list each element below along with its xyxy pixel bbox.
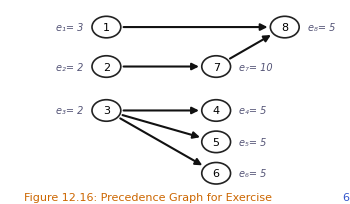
Ellipse shape bbox=[202, 100, 231, 122]
Text: 8: 8 bbox=[281, 23, 288, 33]
Ellipse shape bbox=[202, 163, 231, 184]
Text: e₂= 2: e₂= 2 bbox=[56, 62, 83, 72]
Text: e₅= 5: e₅= 5 bbox=[239, 137, 266, 147]
Text: Figure 12.16: Precedence Graph for Exercise: Figure 12.16: Precedence Graph for Exerc… bbox=[24, 192, 275, 202]
Text: 4: 4 bbox=[212, 106, 220, 116]
Ellipse shape bbox=[270, 17, 299, 39]
Text: 6: 6 bbox=[213, 169, 220, 178]
Text: e₆= 5: e₆= 5 bbox=[239, 169, 266, 178]
Text: e₇= 10: e₇= 10 bbox=[239, 62, 273, 72]
Text: e₁= 3: e₁= 3 bbox=[56, 23, 83, 33]
Ellipse shape bbox=[92, 17, 121, 39]
Text: 1: 1 bbox=[103, 23, 110, 33]
Text: e₃= 2: e₃= 2 bbox=[56, 106, 83, 116]
Text: 3: 3 bbox=[103, 106, 110, 116]
Ellipse shape bbox=[92, 100, 121, 122]
Text: e₄= 5: e₄= 5 bbox=[239, 106, 266, 116]
Ellipse shape bbox=[92, 57, 121, 78]
Text: 5: 5 bbox=[213, 137, 220, 147]
Text: 6.: 6. bbox=[342, 192, 350, 202]
Text: 7: 7 bbox=[212, 62, 220, 72]
Text: 2: 2 bbox=[103, 62, 110, 72]
Ellipse shape bbox=[202, 131, 231, 153]
Text: e₈= 5: e₈= 5 bbox=[308, 23, 335, 33]
Ellipse shape bbox=[202, 57, 231, 78]
